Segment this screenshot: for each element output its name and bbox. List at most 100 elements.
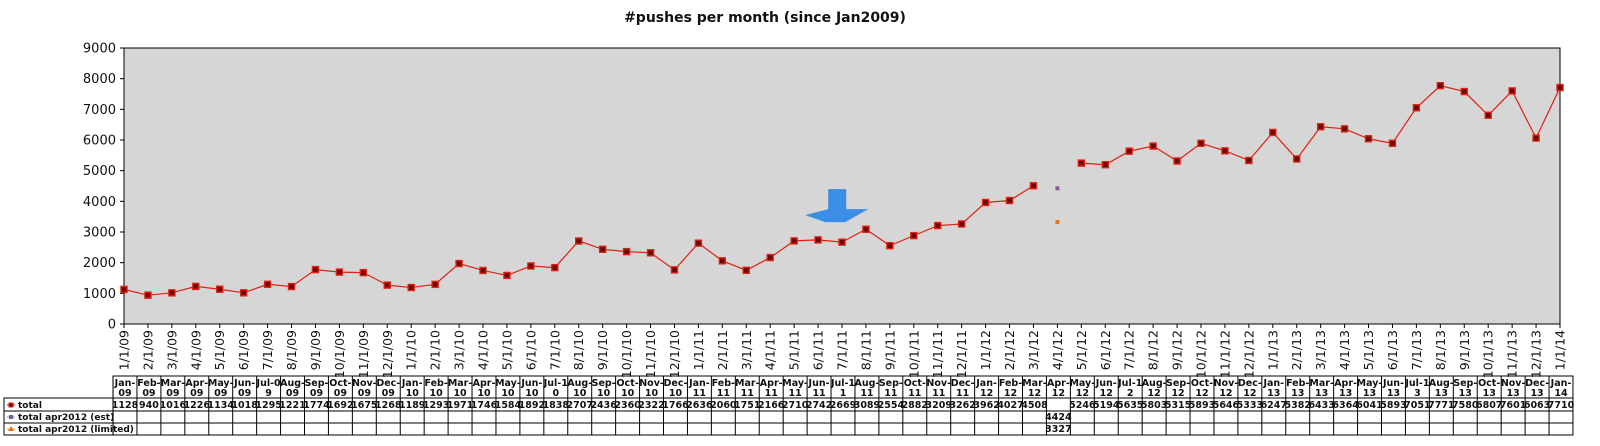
data-point	[1484, 111, 1492, 119]
x-tick-label: 1/1/09	[117, 330, 132, 370]
data-point	[1149, 142, 1157, 150]
legend-swatch	[7, 426, 15, 431]
table-value-cell: 2710	[782, 400, 809, 411]
data-point	[479, 266, 487, 275]
table-value-cell: 1584	[495, 400, 522, 411]
table-header-cell: 13	[1267, 388, 1280, 399]
table-header-cell: 11	[884, 388, 897, 399]
table-value-cell: 1766	[662, 400, 689, 411]
table-value-cell: 6364	[1332, 400, 1359, 411]
data-point	[1556, 83, 1564, 92]
table-header-cell: 09	[286, 388, 299, 399]
table-value-cell: 1134	[208, 400, 235, 411]
table-value-cell: 1221	[279, 400, 305, 411]
data-point	[1388, 139, 1397, 147]
plot-area	[123, 47, 1561, 325]
table-header-cell: Aug-	[1142, 378, 1167, 389]
table-value-cell: 5635	[1117, 400, 1143, 411]
data-point	[838, 238, 846, 246]
table-header-cell: 9	[265, 388, 272, 399]
data-point	[622, 247, 631, 256]
table-header-cell: 12	[980, 388, 993, 399]
data-point	[551, 263, 559, 272]
data-point	[144, 291, 152, 299]
table-header-cell: 09	[382, 388, 395, 399]
table-value-cell: 5382	[1285, 400, 1311, 411]
y-axis: 0 1000 2000 3000 4000 5000 6000 7000 8000 9000	[83, 42, 124, 333]
table-value-cell: 4027	[997, 400, 1023, 411]
table-value-cell: 5646	[1213, 400, 1240, 411]
x-tick-label: 3/1/13	[1313, 330, 1328, 370]
x-tick-label: 1/1/13	[1265, 330, 1280, 370]
x-tick-label: 6/1/13	[1385, 330, 1400, 370]
data-point	[981, 198, 990, 207]
table-value-cell: 2669	[830, 400, 856, 411]
table-header-cell: 13	[1459, 388, 1472, 399]
x-tick-label: 11/1/09	[356, 330, 371, 378]
table-header-cell: Jul-1	[543, 378, 568, 389]
table-header-cell: 13	[1483, 388, 1496, 399]
table-header-cell: May-	[782, 378, 808, 389]
x-tick-label: 10/1/13	[1481, 330, 1496, 378]
table-value-cell: 1838	[543, 400, 570, 411]
table-value-cell: 1746	[471, 400, 498, 411]
table-header-cell: 10	[525, 388, 539, 399]
table-header-cell: May-	[1357, 378, 1383, 389]
table-header-cell: Oct-	[904, 378, 926, 389]
table-value-cell: 6247	[1261, 400, 1287, 411]
x-tick-label: 3/1/11	[739, 330, 754, 370]
table-header-cell: 11	[717, 388, 730, 399]
x-tick-label: 7/1/09	[260, 330, 275, 370]
table-header-cell: Jun-	[233, 378, 255, 389]
y-tick-label: 5000	[83, 164, 116, 179]
table-value-cell: 1018	[231, 400, 258, 411]
table-value-cell: 1226	[184, 400, 211, 411]
x-tick-label: 2/1/09	[140, 330, 155, 370]
data-point	[287, 282, 296, 291]
y-tick-label: 2000	[83, 256, 116, 271]
x-tick-label: 5/1/09	[212, 330, 227, 370]
data-point	[1293, 155, 1301, 163]
data-point	[1436, 81, 1445, 90]
table-value-cell: 2166	[758, 400, 785, 411]
table-value-cell: 6063	[1524, 400, 1550, 411]
table-value-cell: 3089	[854, 400, 880, 411]
data-point	[1364, 135, 1373, 143]
table-header-cell: 10	[477, 388, 491, 399]
table-header-cell: Oct-	[1478, 378, 1500, 389]
table-header-cell: Aug-	[567, 378, 592, 389]
table-value-cell: 2436	[590, 400, 617, 411]
data-point	[742, 266, 750, 275]
table-header-cell: Jun-	[1382, 378, 1404, 389]
table-header-cell: Aug-	[280, 378, 305, 389]
table-value-cell: 5893	[1380, 400, 1406, 411]
x-tick-label: 11/1/13	[1505, 330, 1520, 378]
x-tick-label: 4/1/10	[476, 330, 491, 370]
x-tick-label: 7/1/13	[1409, 330, 1424, 370]
x-tick-label: 9/1/12	[1170, 330, 1185, 370]
table-value-cell: 5333	[1237, 400, 1263, 411]
table-header-cell: 12	[1243, 388, 1256, 399]
table-header-cell: Nov-	[1214, 378, 1239, 389]
table-header-cell: 3	[1414, 388, 1421, 399]
data-point	[910, 231, 918, 240]
table-header-cell: Feb-	[1286, 378, 1309, 389]
x-tick-label: 5/1/13	[1361, 330, 1376, 370]
table-header-cell: 09	[166, 388, 179, 399]
x-tick-label: 1/1/14	[1553, 330, 1568, 370]
table-value-cell: 2322	[638, 400, 664, 411]
x-tick-label: 2/1/11	[715, 330, 730, 370]
data-point	[646, 249, 655, 257]
table-value-cell: 7601	[1500, 400, 1526, 411]
x-tick-label: 11/1/10	[643, 330, 658, 378]
table-value-cell: 2554	[878, 400, 905, 411]
table-header-cell: Jul-0	[256, 378, 281, 389]
table-header-cell: Jan-	[688, 378, 710, 389]
table-value-cell: 5893	[1189, 400, 1215, 411]
data-point	[383, 281, 391, 289]
x-tick-label: 9/1/11	[882, 330, 897, 370]
data-point	[1055, 186, 1060, 191]
data-point	[1125, 147, 1133, 155]
x-tick-label: 6/1/10	[523, 330, 538, 370]
